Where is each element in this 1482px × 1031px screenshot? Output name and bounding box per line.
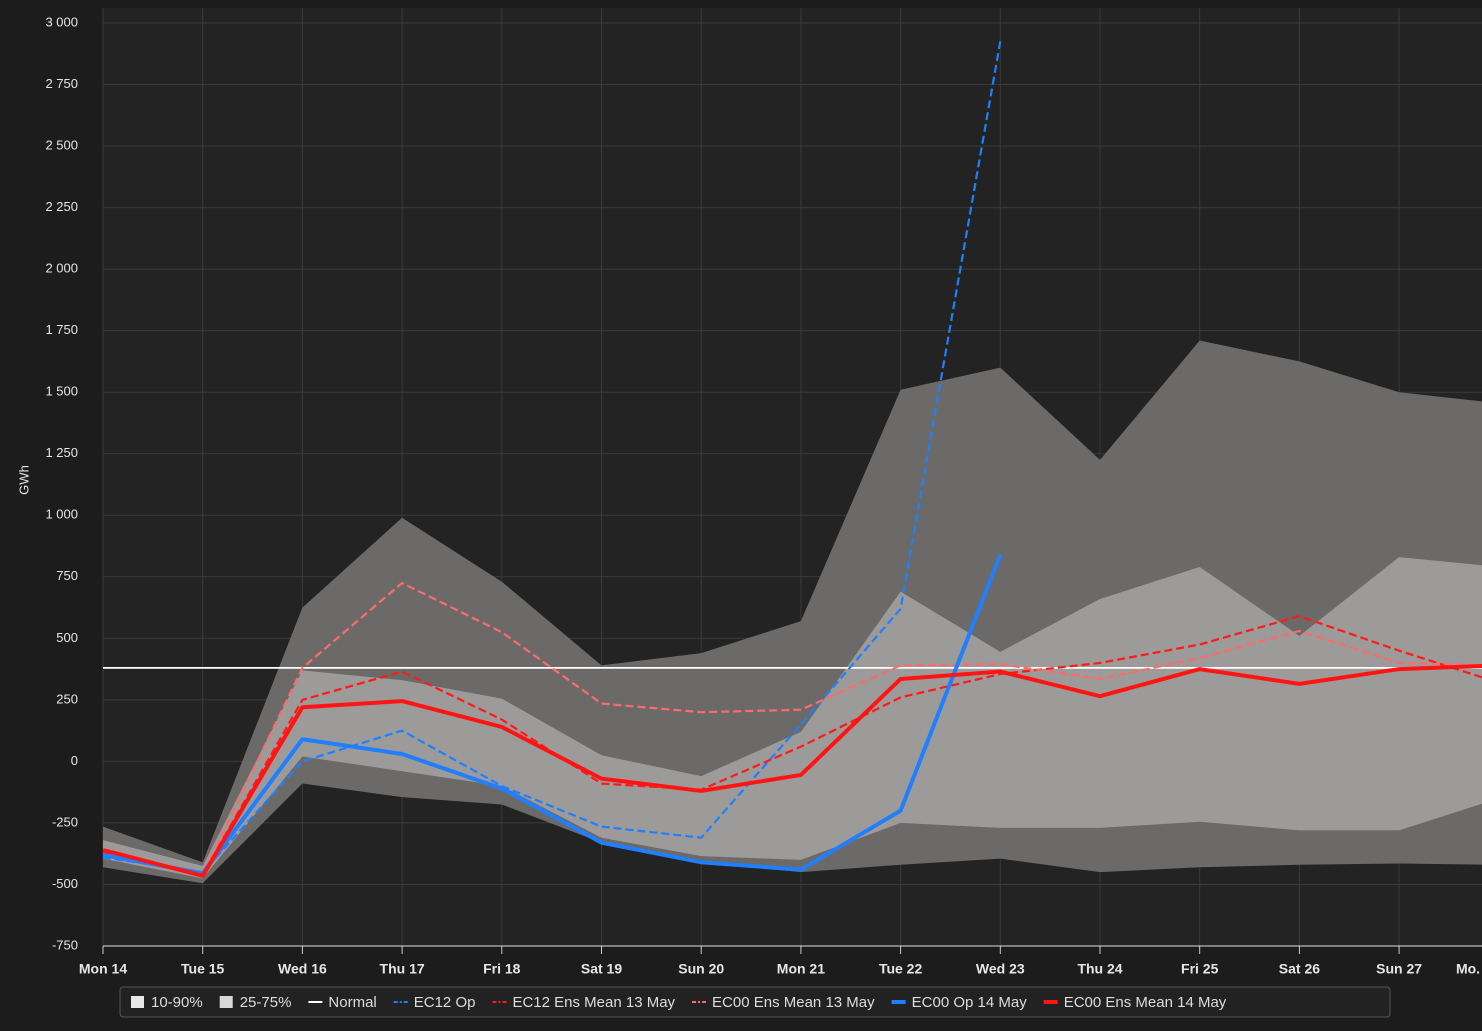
legend-swatch (219, 996, 233, 1008)
legend-label: Normal (328, 994, 376, 1011)
y-tick-label: 250 (56, 691, 78, 706)
y-tick-label: 2 000 (45, 261, 78, 276)
legend-label: EC00 Op 14 May (912, 994, 1028, 1011)
legend-label: EC12 Ens Mean 13 May (512, 994, 675, 1011)
x-tick-label: Sat 26 (1279, 961, 1320, 977)
legend-label: 25-75% (240, 994, 292, 1011)
y-tick-label: 2 750 (45, 76, 78, 91)
y-tick-label: -750 (52, 937, 78, 952)
band (103, 557, 1482, 879)
x-tick-label: Sun 20 (678, 961, 724, 977)
x-tick-label: Mon 21 (777, 961, 825, 977)
x-tick-label: Mo. (1456, 961, 1480, 977)
legend-label: EC12 Op (414, 994, 476, 1011)
y-tick-label: 0 (71, 753, 78, 768)
y-tick-label: 2 250 (45, 199, 78, 214)
y-tick-label: 500 (56, 630, 78, 645)
series-line (103, 581, 1482, 876)
y-tick-label: -250 (52, 814, 78, 829)
legend-swatch (131, 996, 144, 1008)
x-tick-label: Wed 16 (278, 961, 327, 977)
series-line (103, 41, 1002, 874)
x-tick-label: Sun 27 (1376, 961, 1422, 977)
series-line (103, 615, 1482, 876)
legend-label: 10-90% (151, 994, 203, 1011)
series-line (103, 553, 1003, 876)
x-tick-label: Wed 23 (976, 961, 1025, 977)
x-tick-label: Mon 14 (79, 961, 127, 977)
series-line (103, 664, 1482, 878)
x-tick-label: Thu 24 (1077, 961, 1122, 977)
y-tick-label: -500 (52, 876, 78, 891)
y-tick-label: 3 000 (45, 14, 78, 29)
x-tick-label: Sat 19 (581, 961, 622, 977)
y-tick-label: 2 500 (45, 138, 78, 153)
y-tick-label: 1 500 (45, 384, 78, 399)
x-tick-label: Fri 18 (483, 961, 521, 977)
y-tick-label: 1 250 (45, 445, 78, 460)
legend-label: EC00 Ens Mean 13 May (712, 994, 875, 1011)
y-axis-label: GWh (16, 465, 31, 495)
x-tick-label: Thu 17 (380, 961, 425, 977)
y-tick-label: 750 (56, 568, 78, 583)
x-tick-label: Tue 22 (879, 961, 923, 977)
x-tick-label: Tue 15 (181, 961, 225, 977)
y-tick-label: 1 750 (45, 322, 78, 337)
legend-label: EC00 Ens Mean 14 May (1064, 994, 1227, 1011)
x-tick-label: Fri 25 (1181, 961, 1219, 977)
legend-box (119, 986, 1391, 1018)
y-tick-label: 1 000 (45, 507, 78, 522)
